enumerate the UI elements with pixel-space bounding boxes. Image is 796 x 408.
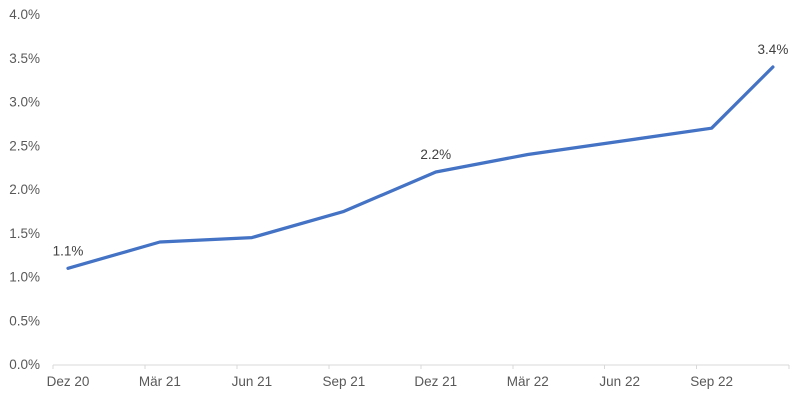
x-axis-tick-label: Jun 21 [232, 374, 273, 389]
y-axis-tick-label: 1.5% [9, 226, 40, 241]
data-point-label: 2.2% [420, 147, 451, 162]
x-axis-tick-label: Sep 21 [322, 374, 365, 389]
y-axis-tick-label: 0.5% [9, 313, 40, 328]
y-axis-tick-label: 1.0% [9, 270, 40, 285]
data-point-label: 3.4% [758, 42, 789, 57]
y-axis-tick-label: 0.0% [9, 357, 40, 372]
y-axis-tick-label: 2.5% [9, 138, 40, 153]
x-axis-tick-label: Sep 22 [690, 374, 733, 389]
x-axis-tick-label: Jun 22 [599, 374, 640, 389]
data-series-line [66, 65, 775, 270]
y-axis-tick-label: 3.0% [9, 95, 40, 110]
y-axis-tick-label: 4.0% [9, 7, 40, 22]
x-axis-tick-label: Mär 21 [139, 374, 181, 389]
y-axis-tick-label: 3.5% [9, 51, 40, 66]
data-point-label: 1.1% [53, 243, 84, 258]
x-axis-tick-label: Dez 21 [414, 374, 457, 389]
x-axis-tick-label: Dez 20 [47, 374, 90, 389]
x-axis-tick-label: Mär 22 [507, 374, 549, 389]
y-axis-tick-label: 2.0% [9, 182, 40, 197]
